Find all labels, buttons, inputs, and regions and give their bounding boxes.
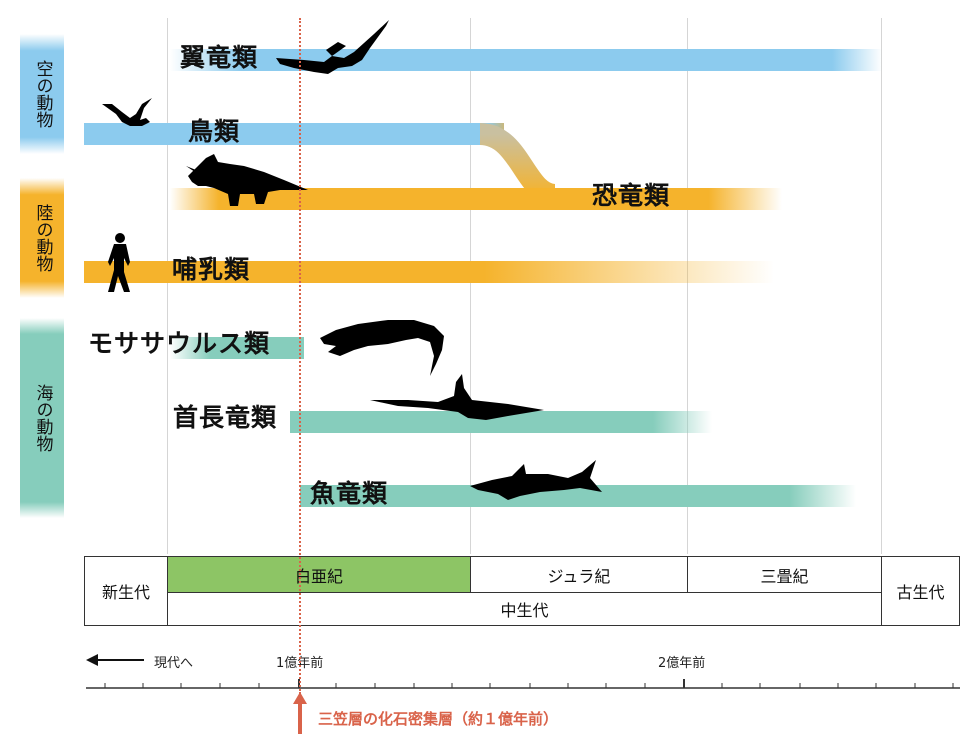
mosasaur-band	[170, 337, 304, 359]
dinosaur-band	[170, 188, 782, 210]
side-tab-land: 陸の動物	[20, 178, 64, 298]
mosasaur-silhouette	[320, 320, 444, 376]
gridline-cretaceous-jurassic	[470, 18, 471, 554]
human-silhouette	[108, 233, 130, 292]
mosasaur-label: モササウルス類	[88, 329, 271, 358]
era-mesozoic: 中生代	[167, 592, 882, 626]
era-paleozoic-label: 古生代	[896, 583, 945, 602]
mammal-band	[84, 261, 774, 283]
era-paleozoic: 古生代	[881, 556, 960, 626]
gridline-jurassic-triassic	[687, 18, 688, 554]
plesiosaur-silhouette	[370, 374, 544, 420]
fossil-layer-marker-arrow	[293, 692, 307, 734]
bird-label: 鳥類	[188, 117, 241, 146]
tick-label-200my: 2億年前	[658, 656, 706, 671]
pterosaur-silhouette	[276, 20, 389, 74]
gridline-cenozoic-boundary	[167, 18, 168, 554]
fossil-layer-marker-label: 三笠層の化石密集層（約１億年前）	[318, 710, 559, 728]
period-cretaceous-label: 白亜紀	[294, 566, 343, 586]
side-tab-sea: 海の動物	[20, 318, 64, 518]
mammal-label: 哺乳類	[172, 255, 251, 284]
time-axis	[86, 679, 960, 689]
period-triassic: 三畳紀	[687, 556, 882, 593]
era-cenozoic: 新生代	[84, 556, 168, 626]
present-label: 現代へ	[154, 656, 194, 671]
dinosaur-label: 恐竜類	[592, 181, 671, 210]
era-cenozoic-label: 新生代	[101, 583, 150, 602]
period-jurassic: ジュラ紀	[470, 556, 688, 593]
period-jurassic-label: ジュラ紀	[547, 566, 611, 586]
side-tab-land-label: 陸の動物	[32, 204, 53, 272]
triceratops-silhouette	[186, 154, 308, 206]
plesiosaur-band	[290, 411, 712, 433]
fossil-layer-marker-line	[299, 18, 301, 694]
gridline-paleozoic-boundary	[881, 18, 882, 554]
ichthyosaur-label: 魚竜類	[310, 479, 389, 508]
present-arrow	[86, 654, 144, 666]
bird-band	[84, 123, 504, 145]
side-tab-sea-label: 海の動物	[32, 384, 53, 452]
side-tab-sky: 空の動物	[20, 34, 64, 154]
period-triassic-label: 三畳紀	[760, 566, 809, 586]
era-mesozoic-label: 中生代	[500, 601, 549, 620]
side-tab-sky-label: 空の動物	[32, 60, 53, 128]
pterosaur-label: 翼竜類	[180, 43, 259, 72]
plesiosaur-label: 首長竜類	[173, 403, 278, 432]
period-cretaceous: 白亜紀	[167, 556, 471, 593]
bird-silhouette	[102, 98, 152, 126]
ichthyosaur-band	[300, 485, 856, 507]
ichthyosaur-silhouette	[470, 460, 602, 500]
